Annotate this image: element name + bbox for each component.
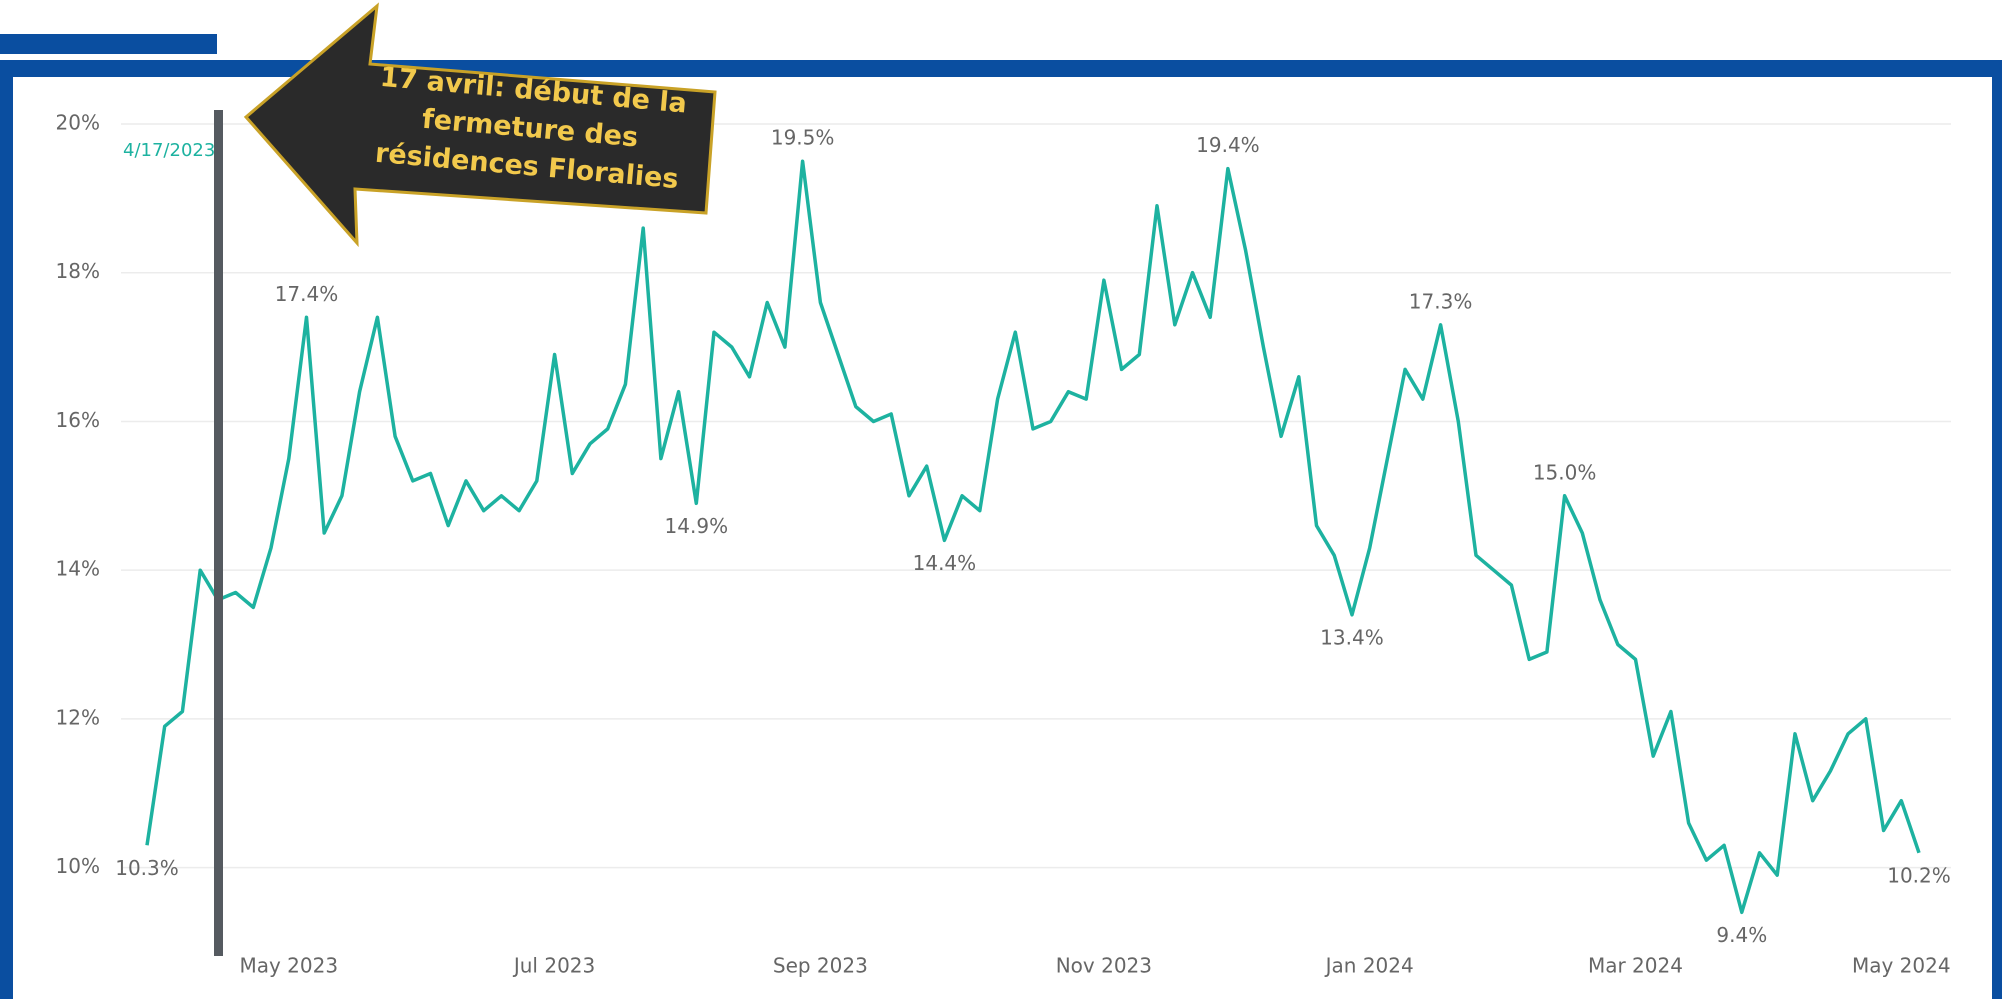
annotation-arrow xyxy=(243,2,717,248)
y-tick-label: 14% xyxy=(56,557,100,581)
plot: 10.3% 17.4% 14.9% 19.5% 14.4% 19.4% 13.4% 17.3%… xyxy=(115,126,1951,947)
right-border xyxy=(1992,60,2002,999)
x-tick-label: May 2023 xyxy=(239,954,338,978)
reference-line xyxy=(214,110,223,956)
left-border xyxy=(0,60,13,999)
x-tick-label: May 2024 xyxy=(1852,954,1951,978)
data-label: 13.4% xyxy=(1320,625,1384,649)
data-label: 19.5% xyxy=(771,126,835,150)
y-tick-label: 12% xyxy=(56,705,100,729)
data-label: 17.4% xyxy=(275,282,339,306)
reference-label: 4/17/2023 xyxy=(123,140,215,161)
x-tick-label: Nov 2023 xyxy=(1056,954,1152,978)
annotation: 17 avril: début de la fermeture des rési… xyxy=(243,2,717,248)
line xyxy=(145,159,1921,915)
y-tick-label: 16% xyxy=(56,408,100,432)
y-tick-label: 20% xyxy=(56,111,100,135)
data-label: 10.2% xyxy=(1887,863,1951,887)
grid: 10% 12% 14% 16% 18% 20% May 2023 Jul 2023 Sep 20… xyxy=(56,111,1951,978)
y-tick-label: 18% xyxy=(56,259,100,283)
x-tick-label: Sep 2023 xyxy=(773,954,868,978)
data-label: 17.3% xyxy=(1409,289,1473,313)
data-label: 14.4% xyxy=(913,551,977,575)
header-bar xyxy=(0,60,2002,77)
data-label: 10.3% xyxy=(115,856,179,880)
data-label: 9.4% xyxy=(1716,923,1767,947)
y-tick-label: 10% xyxy=(56,854,100,878)
data-label: 19.4% xyxy=(1196,133,1260,157)
x-tick-label: Jul 2023 xyxy=(512,954,595,978)
data-label: 14.9% xyxy=(665,514,729,538)
data-label: 15.0% xyxy=(1533,460,1597,484)
header-bar-short xyxy=(0,34,217,54)
x-tick-label: Mar 2024 xyxy=(1588,954,1683,978)
x-tick-label: Jan 2024 xyxy=(1324,954,1414,978)
